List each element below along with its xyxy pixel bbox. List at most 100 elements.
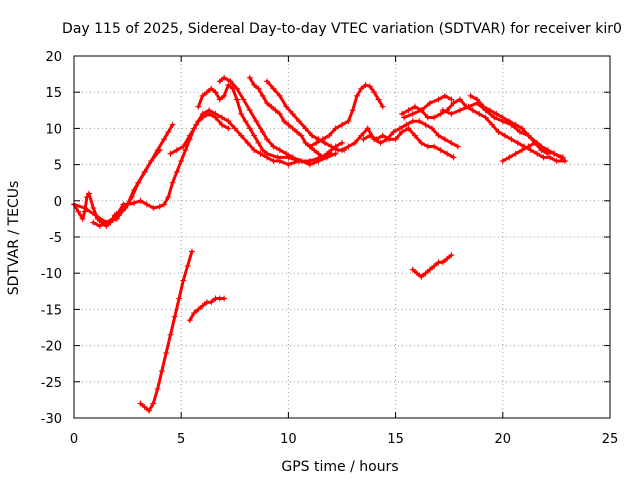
data-point-marker [448, 96, 455, 103]
x-tick-label: 5 [177, 432, 185, 447]
series-line [91, 148, 162, 228]
data-point-marker [156, 203, 163, 210]
data-point-marker [193, 121, 200, 128]
data-point-marker [495, 129, 502, 136]
data-point-marker [489, 121, 496, 128]
data-point-marker [150, 205, 157, 212]
data-point-marker [298, 132, 305, 139]
data-point-marker [90, 219, 97, 226]
data-point-marker [491, 114, 498, 121]
data-point-marker [448, 252, 455, 259]
data-point-marker [161, 201, 168, 208]
grid-lines [74, 56, 610, 418]
data-point-marker [242, 118, 249, 125]
y-tick-label: 0 [54, 195, 62, 210]
data-point-marker [512, 150, 519, 157]
data-point-marker [437, 147, 444, 154]
data-point-marker [86, 190, 93, 197]
data-point-marker [128, 194, 135, 201]
data-point-marker [122, 205, 129, 212]
data-point-marker [163, 349, 170, 356]
data-point-marker [96, 223, 103, 230]
data-point-marker [326, 132, 333, 139]
data-point-marker [289, 110, 296, 117]
data-point-marker [298, 157, 305, 164]
data-point-marker [268, 103, 275, 110]
data-point-marker [456, 107, 463, 114]
data-point-marker [150, 400, 157, 407]
series-arc-19 [409, 252, 455, 280]
data-point-marker [191, 310, 198, 317]
series-arc-6 [216, 74, 339, 168]
data-point-marker [508, 136, 515, 143]
data-point-marker [339, 139, 345, 146]
data-point-marker [499, 114, 506, 121]
data-point-marker [251, 81, 258, 88]
data-point-marker [557, 154, 564, 161]
data-point-marker [506, 154, 513, 161]
data-point-marker [225, 81, 232, 88]
data-point-marker [141, 168, 148, 175]
data-point-marker [283, 150, 290, 157]
data-point-marker [439, 259, 446, 266]
x-tick-label: 0 [70, 432, 78, 447]
series-arc-12 [399, 96, 568, 164]
data-point-marker [319, 154, 326, 161]
data-point-marker [441, 92, 448, 99]
series-line [169, 108, 333, 167]
data-point-marker [377, 139, 384, 146]
data-point-marker [444, 150, 451, 157]
data-point-marker [272, 107, 279, 114]
data-point-marker [259, 147, 266, 154]
series-line [72, 112, 230, 228]
data-point-marker [315, 157, 322, 164]
data-point-marker [540, 154, 547, 161]
data-point-marker [416, 118, 423, 125]
data-point-marker [270, 157, 277, 164]
data-point-marker [212, 110, 219, 117]
data-point-marker [208, 299, 215, 306]
data-point-marker [448, 110, 455, 117]
data-point-marker [437, 110, 444, 117]
data-point-marker [240, 96, 247, 103]
data-point-marker [302, 139, 309, 146]
data-point-marker [255, 139, 262, 146]
data-point-marker [426, 266, 433, 273]
data-point-marker [141, 404, 148, 411]
data-point-marker [257, 150, 264, 157]
data-point-marker [225, 118, 232, 125]
data-point-marker [92, 212, 99, 219]
data-point-marker [418, 107, 425, 114]
data-point-marker [435, 132, 442, 139]
series-arc-17 [137, 248, 195, 414]
series-arc-4 [167, 107, 335, 168]
data-point-marker [328, 143, 335, 150]
data-point-marker [221, 295, 228, 302]
data-point-marker [195, 306, 202, 313]
series-arc-10 [339, 118, 461, 154]
data-point-marker [429, 125, 436, 132]
data-point-marker [379, 132, 386, 139]
data-point-marker [75, 208, 82, 215]
data-point-marker [195, 103, 202, 110]
series-line [218, 76, 338, 167]
data-point-marker [270, 143, 277, 150]
data-point-marker [251, 132, 258, 139]
data-point-marker [351, 139, 358, 146]
data-point-marker [165, 129, 172, 136]
x-tick-label: 20 [495, 432, 512, 447]
series-arc-18 [186, 295, 228, 324]
data-point-marker [238, 132, 245, 139]
data-point-marker [516, 129, 523, 136]
data-point-marker [233, 96, 240, 103]
data-point-marker [238, 110, 245, 117]
y-tick-label: -15 [41, 303, 62, 318]
data-point-marker [296, 118, 303, 125]
data-point-marker [553, 157, 560, 164]
series-line [139, 250, 194, 413]
y-tick-label: 20 [45, 50, 62, 65]
data-point-marker [199, 302, 206, 309]
data-point-marker [109, 215, 116, 222]
data-point-marker [364, 125, 371, 132]
y-tick-label: 15 [45, 86, 62, 101]
